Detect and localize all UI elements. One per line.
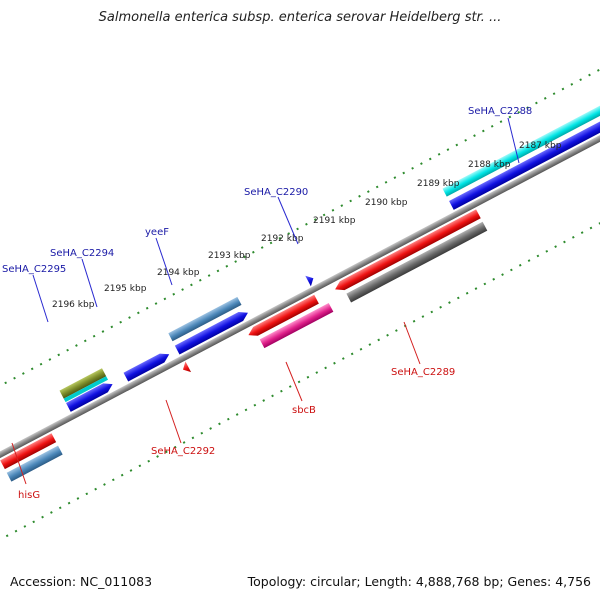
feature-yeeF-cds[interactable] <box>168 296 242 342</box>
ruler-label-2195: 2195 kbp <box>104 284 147 294</box>
gene-label-SeHA_C2289[interactable]: SeHA_C2289 <box>391 367 455 378</box>
ruler-label-2190: 2190 kbp <box>365 198 408 208</box>
accession-text: Accession: NC_011083 <box>10 574 153 589</box>
gene-label-SeHA_C2288[interactable]: SeHA_C2288 <box>468 106 532 117</box>
ruler-label-2196: 2196 kbp <box>52 300 95 310</box>
gene-label-hisG[interactable]: hisG <box>18 490 40 501</box>
gene-sbcB-arrow[interactable] <box>246 294 319 340</box>
feature-SeHA_C2288-cds[interactable] <box>442 101 600 197</box>
ruler-label-2191: 2191 kbp <box>313 216 356 226</box>
gene-label-SeHA_C2294[interactable]: SeHA_C2294 <box>50 248 114 259</box>
ruler-label-2193: 2193 kbp <box>208 251 251 261</box>
gene-label-yeeF[interactable]: yeeF <box>145 227 169 238</box>
ruler-label-2188: 2188 kbp <box>468 160 511 170</box>
feature-sbcB-cds[interactable] <box>259 302 334 349</box>
gene-yeeF-arrow[interactable] <box>174 308 250 355</box>
ruler-label-2187: 2187 kbp <box>519 141 562 151</box>
gene-SeHA_C2292-arrow[interactable] <box>180 361 192 375</box>
gene-label-SeHA_C2290[interactable]: SeHA_C2290 <box>244 187 308 198</box>
reverse-label-leaders <box>11 321 421 485</box>
genome-backbone <box>0 108 600 487</box>
ruler-label-2189: 2189 kbp <box>417 179 460 189</box>
leader-SeHA_C2290 <box>277 196 299 245</box>
leader-SeHA_C2294 <box>81 258 98 308</box>
ruler-labels: 2187 kbp 2188 kbp 2189 kbp 2190 kbp 2191… <box>52 141 562 310</box>
genome-stats-text: Topology: circular; Length: 4,888,768 bp… <box>247 574 591 589</box>
leader-yeeF <box>155 237 173 286</box>
reverse-gene-labels: SeHA_C2289 sbcB SeHA_C2292 hisG <box>18 367 455 501</box>
gene-SeHA_C2290-arrow[interactable] <box>305 273 316 287</box>
reverse-tick-ruler <box>0 176 600 542</box>
gene-SeHA_C2295-arrow[interactable] <box>66 380 115 412</box>
gene-label-SeHA_C2292[interactable]: SeHA_C2292 <box>151 446 215 457</box>
leader-SeHA_C2288 <box>507 117 520 164</box>
gene-label-SeHA_C2295[interactable]: SeHA_C2295 <box>2 264 66 275</box>
gene-label-sbcB[interactable]: sbcB <box>292 405 316 416</box>
map-title: Salmonella enterica subsp. enterica sero… <box>98 10 502 25</box>
gene-SeHA_C2288-arrow[interactable] <box>449 112 600 210</box>
leader-sbcB <box>285 361 303 402</box>
leader-hisG <box>11 442 27 485</box>
ruler-label-2194: 2194 kbp <box>157 268 200 278</box>
forward-label-leaders <box>32 117 520 323</box>
ruler-label-2192: 2192 kbp <box>261 234 304 244</box>
leader-SeHA_C2292 <box>165 399 182 444</box>
leader-SeHA_C2295 <box>32 274 49 323</box>
forward-tick-ruler <box>0 55 600 422</box>
gene-SeHA_C2294-arrow[interactable] <box>123 350 172 382</box>
feature-hisG-cds[interactable] <box>6 445 63 482</box>
feature-SeHA_C2295-cds[interactable] <box>59 368 107 399</box>
forward-gene-labels: SeHA_C2288 SeHA_C2290 yeeF SeHA_C2294 Se… <box>2 106 532 275</box>
feature-SeHA_C2295-cds-b[interactable] <box>63 376 109 403</box>
gene-SeHA_C2289-arrow[interactable] <box>333 209 481 293</box>
leader-SeHA_C2289 <box>403 321 421 365</box>
gene-hisG-arrow[interactable] <box>0 433 57 470</box>
feature-SeHA_C2289-cds[interactable] <box>346 221 488 303</box>
